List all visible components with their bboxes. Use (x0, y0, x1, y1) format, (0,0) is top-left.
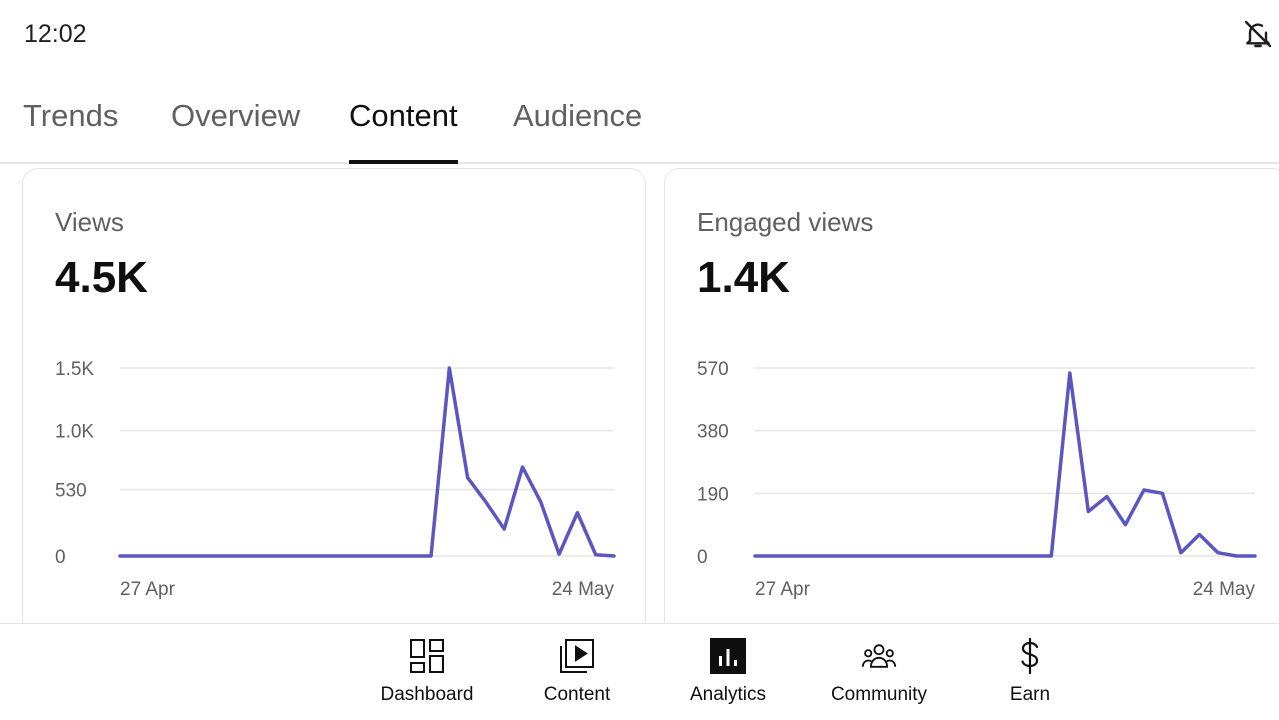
card-title: Engaged views (697, 207, 874, 237)
status-time: 12:02 (24, 20, 87, 48)
engaged-views-card[interactable]: Engaged views 1.4K 570 380 190 0 27 Apr 24 Ma… (664, 168, 1279, 638)
card-value: 4.5K (55, 253, 148, 302)
y-tick-label: 0 (697, 547, 708, 568)
views-chart: 1.5K 1.0K 530 0 27 Apr 24 May (55, 359, 616, 600)
y-tick-label: 1.5K (55, 359, 94, 380)
tab-audience[interactable]: Audience (513, 98, 643, 133)
series-line (753, 371, 1257, 558)
nav-community[interactable]: Community (814, 624, 944, 720)
community-icon (861, 644, 897, 668)
nav-label: Analytics (689, 684, 767, 705)
y-tick-label: 530 (55, 481, 87, 502)
content-icon (560, 639, 594, 673)
views-card[interactable]: Views 4.5K 1.5K 1.0K 530 0 27 Apr 24 May (22, 168, 646, 638)
nav-label: Community (830, 684, 928, 705)
tab-overview[interactable]: Overview (171, 98, 301, 133)
card-value: 1.4K (697, 253, 790, 302)
nav-label: Earn (1009, 684, 1051, 705)
dashboard-icon (410, 639, 444, 673)
dollar-icon (1021, 638, 1039, 674)
tab-content[interactable]: Content (349, 98, 458, 164)
y-tick-label: 570 (697, 359, 729, 380)
series-line (118, 366, 616, 558)
nav-label: Dashboard (380, 684, 474, 705)
x-tick-label: 27 Apr (755, 579, 811, 600)
nav-label: Content (543, 684, 611, 705)
nav-analytics[interactable]: Analytics (663, 624, 793, 720)
y-tick-label: 190 (697, 484, 729, 505)
bottom-nav: Dashboard Content Analytics Community (0, 623, 1279, 719)
nav-dashboard[interactable]: Dashboard (362, 624, 492, 720)
tab-bar: Trends Overview Content Audience (0, 82, 1279, 164)
nav-content[interactable]: Content (512, 624, 642, 720)
analytics-icon (710, 638, 746, 674)
y-tick-label: 1.0K (55, 422, 94, 443)
tab-trends[interactable]: Trends (23, 98, 119, 133)
y-tick-label: 380 (697, 422, 729, 443)
nav-earn[interactable]: Earn (965, 624, 1095, 720)
engaged-views-chart: 570 380 190 0 27 Apr 24 May (697, 359, 1257, 600)
bell-off-icon (1244, 20, 1272, 48)
x-tick-label: 27 Apr (120, 579, 176, 600)
card-title: Views (55, 207, 124, 237)
x-tick-label: 24 May (552, 579, 615, 600)
x-tick-label: 24 May (1193, 579, 1256, 600)
y-tick-label: 0 (55, 547, 66, 568)
status-bar: 12:02 (0, 0, 1279, 70)
